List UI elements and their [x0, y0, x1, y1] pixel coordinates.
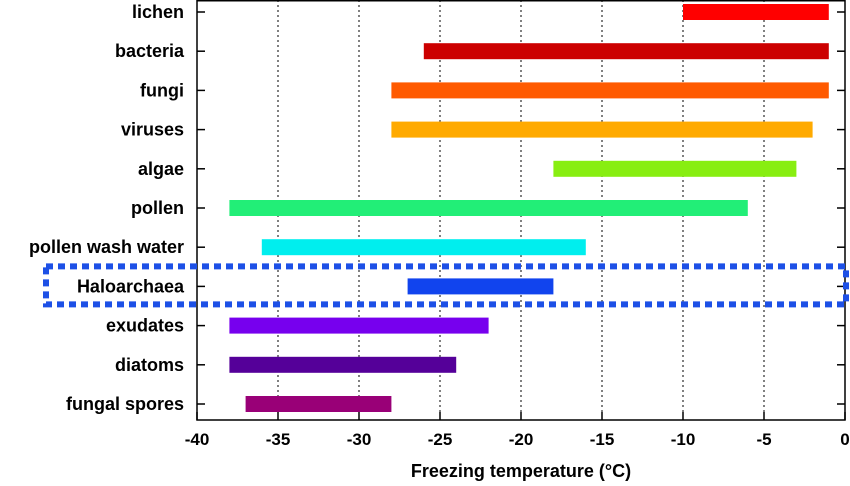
x-tick-label: -20 [509, 430, 534, 449]
bar-lichen [683, 4, 829, 20]
bars [229, 4, 829, 412]
bar-algae [553, 160, 797, 177]
category-label: pollen [131, 198, 184, 218]
x-tick-label: -40 [185, 430, 210, 449]
ticks [196, 11, 846, 420]
bar-haloarchaea [407, 278, 554, 295]
category-label: diatoms [115, 355, 184, 375]
category-label: lichen [132, 2, 184, 22]
x-tick-labels: -40 -35 -30 -25 -20 -15 -10 -5 0 [185, 430, 850, 449]
category-label: pollen wash water [29, 237, 184, 257]
category-label: Haloarchaea [77, 276, 185, 296]
bar-pollen-wash-water [261, 239, 586, 256]
x-tick-label: -30 [347, 430, 372, 449]
x-tick-label: -10 [671, 430, 696, 449]
bar-viruses [391, 121, 813, 138]
bar-bacteria [423, 43, 829, 60]
category-label: viruses [121, 120, 184, 140]
x-axis-title: Freezing temperature (°C) [411, 461, 631, 481]
bar-diatoms [229, 356, 457, 373]
x-tick-label: -15 [590, 430, 615, 449]
x-tick-label: -35 [266, 430, 291, 449]
bar-pollen [229, 200, 748, 216]
category-label: fungi [140, 80, 184, 100]
category-labels: lichen bacteria fungi viruses algae pollen pol… [29, 2, 185, 414]
category-label: algae [138, 159, 184, 179]
x-tick-label: 0 [840, 430, 849, 449]
category-label: fungal spores [66, 394, 184, 414]
bar-fungi [391, 82, 829, 99]
bar-fungal-spores [245, 396, 392, 412]
x-tick-label: -5 [756, 430, 771, 449]
category-label: bacteria [115, 41, 185, 61]
bar-exudates [229, 317, 489, 334]
x-tick-label: -25 [428, 430, 453, 449]
haloarchaea-highlight-box [43, 263, 849, 308]
category-label: exudates [106, 316, 184, 336]
